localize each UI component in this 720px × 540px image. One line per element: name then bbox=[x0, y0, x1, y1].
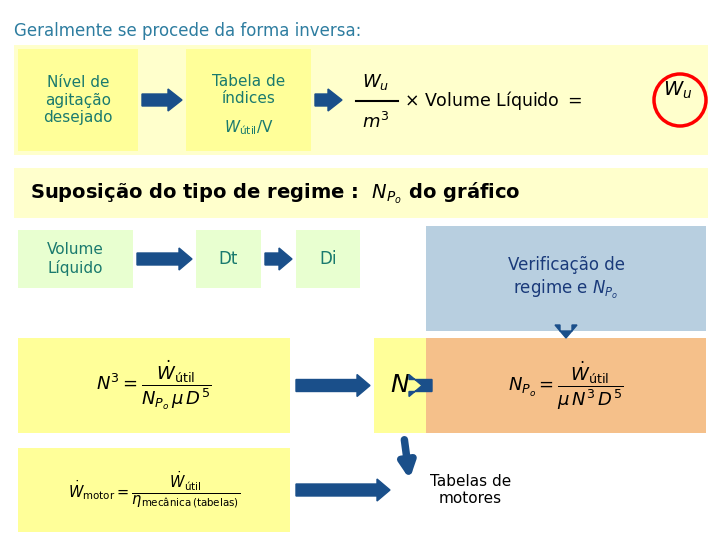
Text: $N$: $N$ bbox=[390, 374, 410, 397]
FancyBboxPatch shape bbox=[18, 338, 290, 433]
Text: Suposição do tipo de regime :  $N_{P_o}$ do gráfico: Suposição do tipo de regime : $N_{P_o}$ … bbox=[30, 180, 521, 206]
FancyBboxPatch shape bbox=[296, 230, 360, 288]
Text: Nível de
agitação
desejado: Nível de agitação desejado bbox=[43, 75, 113, 125]
FancyBboxPatch shape bbox=[18, 230, 133, 288]
FancyBboxPatch shape bbox=[14, 168, 708, 218]
FancyBboxPatch shape bbox=[18, 49, 138, 151]
Polygon shape bbox=[296, 479, 390, 501]
FancyBboxPatch shape bbox=[14, 45, 708, 155]
Polygon shape bbox=[315, 89, 342, 111]
Text: Di: Di bbox=[319, 250, 337, 268]
Polygon shape bbox=[137, 248, 192, 270]
FancyBboxPatch shape bbox=[196, 230, 261, 288]
Polygon shape bbox=[142, 89, 182, 111]
Text: $\times$ Volume Líquido $=$: $\times$ Volume Líquido $=$ bbox=[404, 89, 582, 111]
FancyBboxPatch shape bbox=[18, 448, 290, 532]
Text: Geralmente se procede da forma inversa:: Geralmente se procede da forma inversa: bbox=[14, 22, 361, 40]
FancyBboxPatch shape bbox=[346, 49, 706, 151]
Polygon shape bbox=[555, 325, 577, 338]
Text: $W_{\mathrm{útil}}$/V: $W_{\mathrm{útil}}$/V bbox=[224, 119, 274, 137]
Polygon shape bbox=[265, 248, 292, 270]
Text: Verificação de
regime e $N_{P_o}$: Verificação de regime e $N_{P_o}$ bbox=[508, 256, 624, 301]
Text: Tabela de
índices: Tabela de índices bbox=[212, 74, 285, 106]
Text: $N_{P_o} = \dfrac{\dot{W}_{\mathrm{útil}}}{\mu\,N^3\,D^5}$: $N_{P_o} = \dfrac{\dot{W}_{\mathrm{útil}… bbox=[508, 360, 624, 411]
Text: Tabelas de
motores: Tabelas de motores bbox=[430, 474, 511, 506]
Text: Dt: Dt bbox=[219, 250, 238, 268]
FancyBboxPatch shape bbox=[186, 49, 311, 151]
Text: $N^3 = \dfrac{\dot{W}_{\mathrm{útil}}}{N_{P_o}\,\mu\,D^5}$: $N^3 = \dfrac{\dot{W}_{\mathrm{útil}}}{N… bbox=[96, 359, 212, 412]
Text: Volume
Líquido: Volume Líquido bbox=[47, 242, 104, 276]
FancyBboxPatch shape bbox=[374, 338, 426, 433]
Polygon shape bbox=[409, 375, 432, 396]
FancyBboxPatch shape bbox=[426, 338, 706, 433]
Text: $\dot{W}_{\mathrm{motor}} = \dfrac{\dot{W}_{\mathrm{útil}}}{\eta_{\mathrm{mecâni: $\dot{W}_{\mathrm{motor}} = \dfrac{\dot{… bbox=[68, 470, 240, 510]
Text: $m^3$: $m^3$ bbox=[362, 112, 390, 132]
FancyBboxPatch shape bbox=[426, 226, 706, 331]
Text: $W_u$: $W_u$ bbox=[362, 72, 390, 92]
Polygon shape bbox=[296, 375, 370, 396]
Text: $W_u$: $W_u$ bbox=[663, 79, 693, 100]
